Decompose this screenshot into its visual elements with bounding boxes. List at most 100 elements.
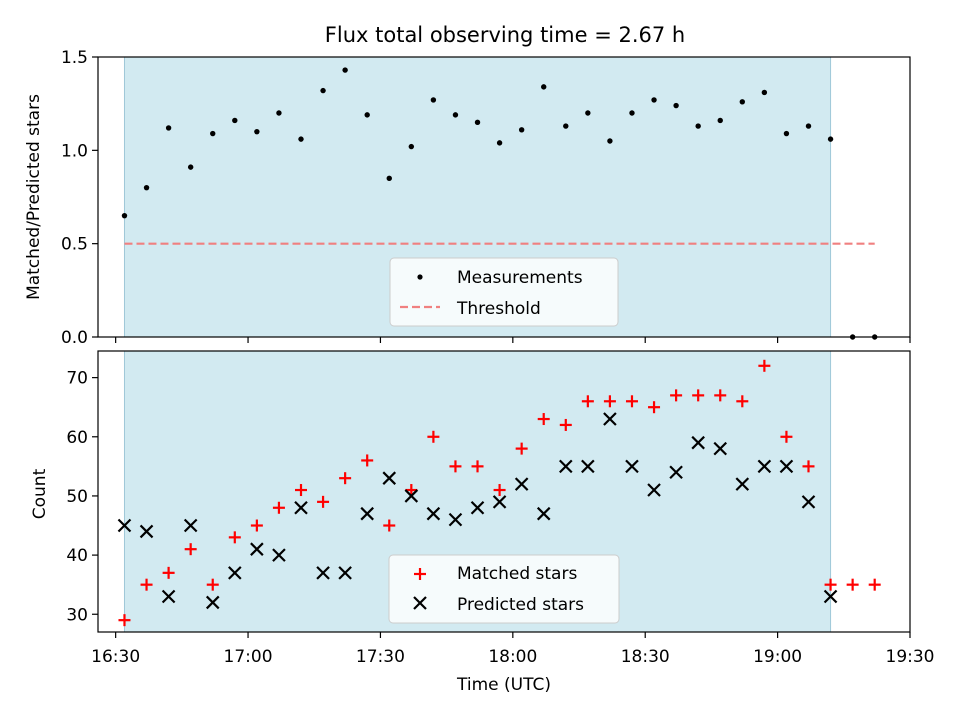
predicted-star-point [228,566,242,580]
matched-star-point [162,566,175,579]
measurement-point [717,117,723,124]
predicted-star-point [779,459,794,474]
x-tick-label: 18:00 [488,647,537,667]
matched-star-point [603,395,616,408]
y-tick-label: 40 [66,546,88,566]
chart-title: Flux total observing time = 2.67 h [325,23,685,47]
matched-star-point [140,578,153,591]
predicted-star-point [316,566,330,580]
matched-star-point [184,543,197,556]
matched-star-point [471,460,484,473]
matched-star-point [537,413,550,426]
predicted-star-point [713,441,728,456]
predicted-star-point [669,465,683,480]
x-axis-label: Time (UTC) [456,675,551,695]
legend-predicted-marker [413,596,427,610]
matched-star-point [339,472,352,485]
measurement-point [805,123,812,129]
matched-star-point [206,578,219,591]
matched-star-point [714,389,727,402]
measurement-point [651,97,657,103]
measurements-points [121,67,878,340]
matched-star-point [581,395,594,408]
predicted-star-point [139,524,154,539]
x-tick-label: 19:00 [753,647,802,667]
measurement-point [298,136,304,142]
bottom-x-ticks: 16:30 17:00 17:30 18:00 18:30 19:00 19:30 [91,632,935,667]
y-tick-label: 1.0 [61,141,88,161]
predicted-star-point [117,518,132,533]
x-tick-label: 16:30 [91,647,140,667]
measurement-point [474,119,481,126]
measurement-point [452,112,459,118]
predicted-star-point [536,506,551,521]
predicted-star-point [382,471,397,485]
matched-star-point [427,430,440,443]
predicted-star-point [823,589,838,604]
matched-star-point [493,484,506,497]
predicted-star-point [801,495,816,509]
x-tick-label: 18:30 [621,647,670,667]
measurement-point [518,127,525,133]
legend-measurements-marker [417,274,423,280]
top-legend: Measurements Threshold [389,257,619,327]
predicted-star-point [338,566,352,580]
measurement-point [585,110,591,116]
predicted-star-point [404,489,419,503]
matched-star-point [361,454,374,467]
measurement-point [232,117,238,124]
matched-star-point [736,395,749,408]
measurement-point [695,123,701,129]
bottom-y-ticks: 30 40 50 60 70 [66,369,98,625]
x-tick-label: 19:30 [886,647,935,667]
measurement-point [783,130,790,137]
measurement-point [187,164,194,170]
measurement-point [541,84,547,90]
x-tick-label: 17:30 [356,647,405,667]
predicted-star-point [294,500,308,515]
predicted-star-point [603,412,617,426]
measurement-point [165,125,172,131]
matched-star-point [868,578,881,591]
predicted-star-point [426,506,441,521]
matched-star-point [758,359,771,372]
measurement-point [629,110,635,116]
top-y-axis-label: Matched/Predicted stars [24,94,44,300]
predicted-star-point [272,548,286,562]
measurement-point [563,123,569,129]
matched-star-point [846,578,859,591]
measurement-point [827,136,834,142]
predicted-star-point [183,518,198,533]
predicted-star-point [757,459,772,474]
bottom-y-axis-label: Count [30,468,50,519]
matched-star-point [449,460,462,473]
bottom-panel-frame [97,350,911,633]
predicted-star-point [448,512,463,527]
y-tick-label: 70 [66,369,88,389]
predicted-star-point [647,483,661,497]
matched-stars-points [118,359,881,627]
predicted-stars-points [117,412,838,610]
matched-star-point [648,401,661,414]
predicted-star-point [205,595,220,610]
matched-star-point [802,460,815,473]
top-y-ticks: 0.0 0.5 1.0 1.5 [61,48,98,348]
matched-star-point [295,484,307,497]
predicted-star-point [559,459,573,474]
predicted-star-point [514,477,529,491]
top-x-ticks [115,337,911,343]
y-tick-label: 30 [66,605,88,625]
matched-star-point [780,430,793,443]
bottom-legend: Matched stars Predicted stars [388,554,620,624]
measurement-point [408,143,415,150]
predicted-star-point [625,459,639,474]
predicted-star-point [161,589,176,604]
measurement-point [121,212,128,219]
measurement-point [143,184,150,191]
y-tick-label: 0.5 [61,235,88,255]
matched-star-point [250,519,263,532]
predicted-star-point [250,542,264,556]
matched-star-point [559,418,572,431]
predicted-star-point [360,506,374,521]
